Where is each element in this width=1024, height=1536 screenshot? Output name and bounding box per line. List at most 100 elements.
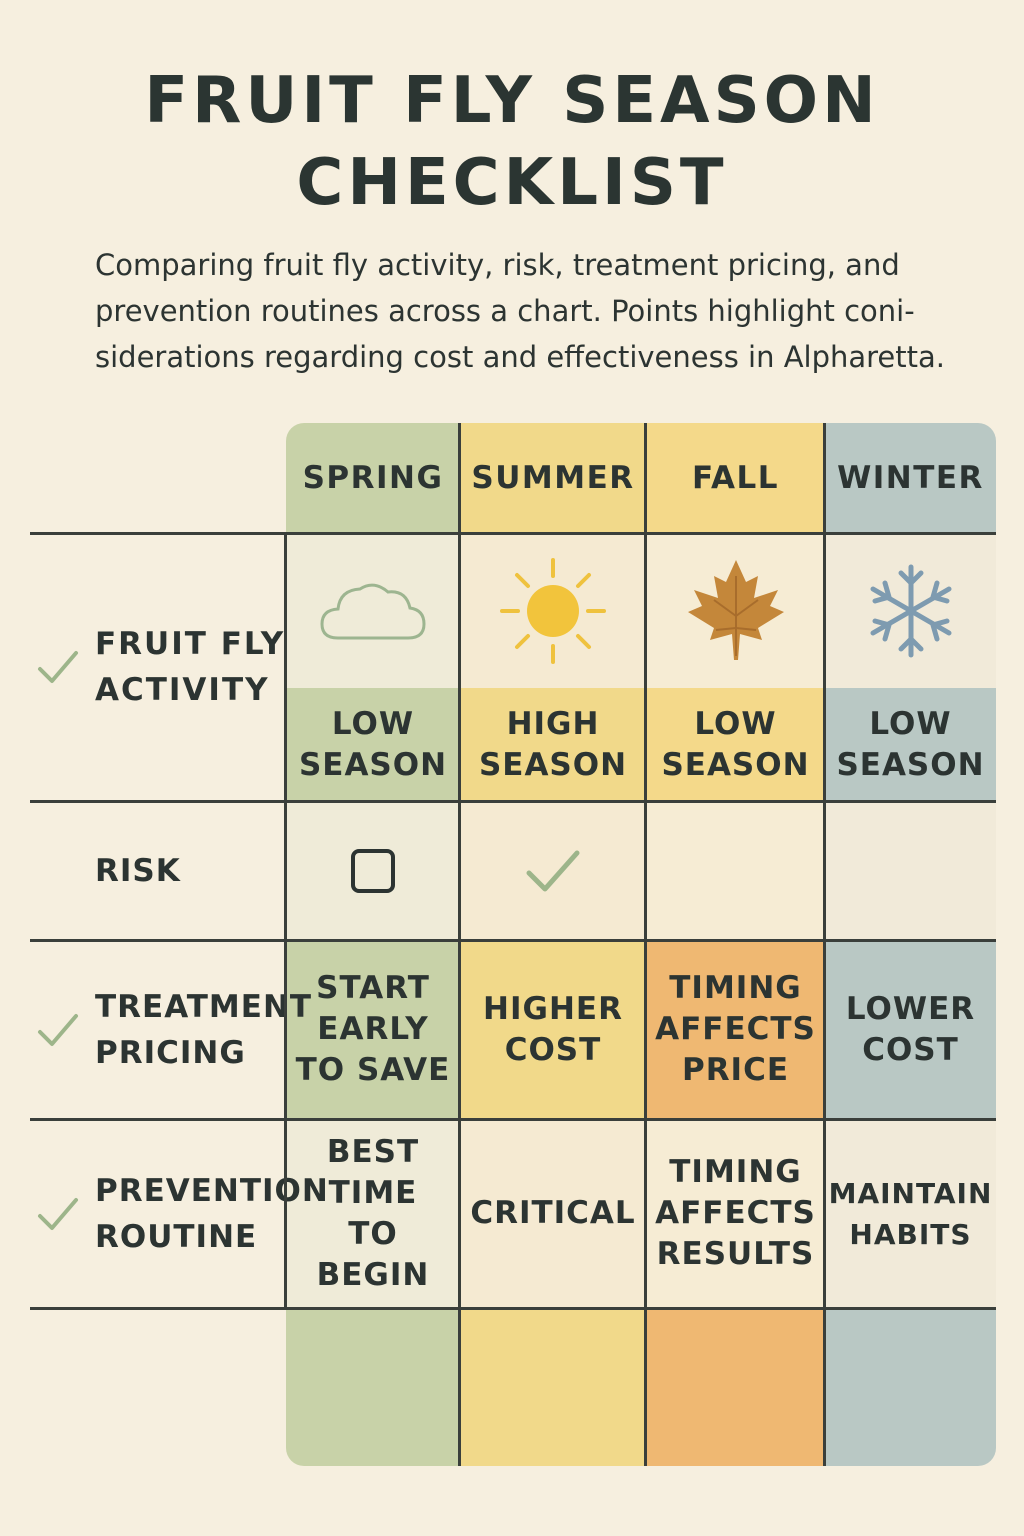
text-line: RESULTS	[656, 1236, 815, 1272]
text-line: COST	[504, 1031, 602, 1068]
grid-line-h	[30, 532, 996, 535]
activity-winter: LOW SEASON	[825, 688, 996, 801]
text-line: MAINTAIN	[828, 1176, 993, 1210]
header-bg-summer	[460, 423, 646, 533]
text-line: AFFECTS	[655, 1011, 816, 1047]
text-line: PRICE	[681, 1052, 790, 1088]
prevention-bg-spring	[286, 1119, 460, 1308]
text-line: LOW	[869, 705, 952, 742]
season-header-summer: SUMMER	[471, 460, 635, 496]
pricing-spring: START EARLY TO SAVE	[286, 940, 460, 1119]
text-line: PREVENTION	[95, 1172, 329, 1209]
text-line: SEASON	[836, 746, 985, 783]
cloud-icon	[318, 576, 428, 646]
text-line: HABITS	[849, 1217, 972, 1251]
risk-bg-spring	[286, 801, 460, 940]
snowflake-icon	[863, 561, 959, 661]
season-header-winter: WINTER	[837, 460, 984, 496]
text-line: ACTIVITY	[95, 672, 270, 708]
sun-icon	[498, 556, 608, 666]
checkmark-icon	[36, 1196, 80, 1232]
text-line: PRICING	[95, 1034, 246, 1071]
text-line: TIMING	[669, 970, 802, 1006]
subtitle-line-1: Comparing fruit fly activity, risk, trea…	[95, 248, 900, 282]
grid-line-h	[30, 800, 996, 803]
title-line-2: CHECKLIST	[296, 146, 728, 220]
activity-bg-fall	[646, 688, 825, 801]
text-line: TREATMENT	[95, 988, 313, 1025]
header-bg-winter	[825, 423, 996, 533]
grid-line-v	[823, 423, 826, 1466]
risk-bg-summer	[460, 801, 646, 940]
checkmark-icon	[525, 849, 581, 893]
title-line-1: FRUIT FLY SEASON	[144, 64, 880, 138]
season-header-spring: SPRING	[302, 460, 444, 496]
activity-bg-summer	[460, 688, 646, 801]
risk-bg-fall	[646, 801, 825, 940]
maple-leaf-icon	[686, 556, 786, 666]
text-line: SEASON	[298, 746, 448, 783]
pricing-bg-winter	[825, 940, 996, 1119]
prevention-summer: CRITICAL	[460, 1119, 646, 1308]
activity-bg-winter	[825, 688, 996, 801]
page-title: FRUIT FLY SEASON CHECKLIST	[0, 60, 1024, 224]
text-line: LOWER	[845, 990, 976, 1027]
text-line: LOW	[331, 705, 415, 742]
subtitle-line-3: siderations regarding cost and effective…	[95, 340, 946, 374]
row-label-1: RISK	[95, 848, 181, 894]
grid-line-v	[284, 533, 287, 1308]
grid-line-h	[30, 1118, 996, 1121]
pricing-summer: HIGHER COST	[460, 940, 646, 1119]
header-bg-spring	[286, 423, 460, 533]
prevention-winter: MAINTAIN HABITS	[825, 1119, 996, 1308]
row-label-2: TREATMENT PRICING	[95, 984, 312, 1076]
subtitle-line-2: prevention routines across a chart. Poin…	[95, 294, 915, 328]
grid-line-h	[30, 939, 996, 942]
prevention-spring: BEST TIME TO BEGIN	[286, 1119, 460, 1308]
checkmark-icon	[36, 1012, 80, 1048]
text-line: TIME	[328, 1174, 418, 1211]
footer-bg-fall	[646, 1308, 825, 1466]
text-line: HIGHER	[483, 990, 623, 1027]
prevention-fall: TIMING AFFECTS RESULTS	[646, 1119, 825, 1308]
empty-checkbox-icon	[349, 847, 397, 895]
activity-summer: HIGH SEASON	[460, 688, 646, 801]
text-line: COST	[862, 1031, 959, 1068]
pricing-winter: LOWER COST	[825, 940, 996, 1119]
risk-bg-winter	[825, 801, 996, 940]
icon-cell-bg-spring	[286, 533, 460, 688]
activity-bg-spring	[286, 688, 460, 801]
prevention-bg-fall	[646, 1119, 825, 1308]
activity-spring: LOW SEASON	[286, 688, 460, 801]
activity-fall: LOW SEASON	[646, 688, 825, 801]
footer-bg-summer	[460, 1308, 646, 1466]
footer-bg-spring	[286, 1308, 460, 1466]
pricing-bg-fall	[646, 940, 825, 1119]
prevention-bg-summer	[460, 1119, 646, 1308]
text-line: ROUTINE	[95, 1218, 258, 1255]
header-bg-fall	[646, 423, 825, 533]
text-line: START	[316, 970, 430, 1006]
pricing-bg-summer	[460, 940, 646, 1119]
footer-bg-winter	[825, 1308, 996, 1466]
checkmark-icon	[36, 649, 80, 685]
text-line: SEASON	[661, 746, 810, 783]
text-line: TIMING	[669, 1154, 802, 1190]
text-line: RISK	[95, 852, 181, 889]
text-line: AFFECTS	[655, 1195, 816, 1231]
row-label-3: PREVENTION ROUTINE	[95, 1168, 329, 1260]
text-line: SEASON	[478, 746, 628, 783]
text-line: HIGH	[506, 705, 600, 742]
row-label-0: FRUIT FLY ACTIVITY	[95, 621, 285, 713]
pricing-bg-spring	[286, 940, 460, 1119]
pricing-fall: TIMING AFFECTS PRICE	[646, 940, 825, 1119]
page-subtitle: Comparing fruit fly activity, risk, trea…	[95, 242, 975, 380]
text-line: TO BEGIN	[316, 1215, 430, 1293]
grid-line-v	[458, 423, 461, 1466]
text-line: CRITICAL	[470, 1195, 636, 1231]
text-line: TO SAVE	[295, 1052, 451, 1088]
grid-line-h	[30, 1307, 996, 1310]
prevention-bg-winter	[825, 1119, 996, 1308]
text-line: BEST	[326, 1133, 420, 1170]
text-line: EARLY	[317, 1011, 429, 1047]
